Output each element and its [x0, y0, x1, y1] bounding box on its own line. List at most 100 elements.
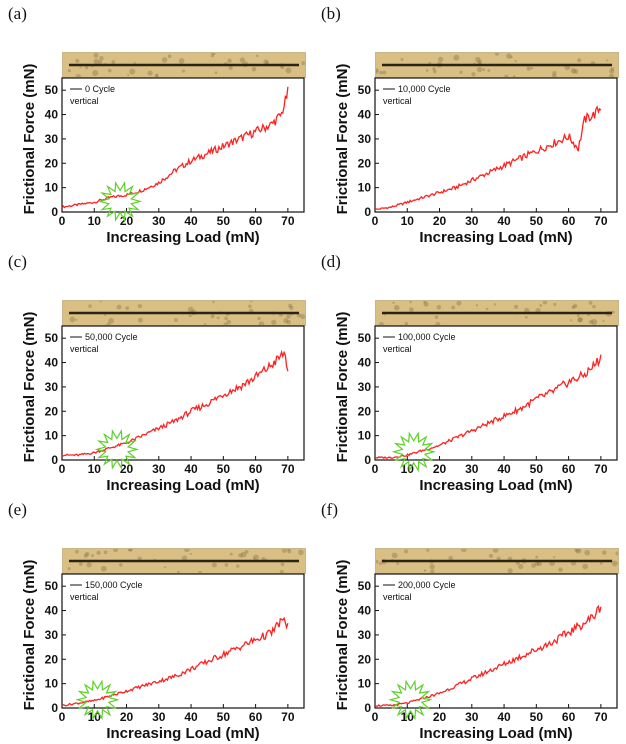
chart-panel: (e) 0 10 20 30 40 50 60 70 0 10 20 30 40 50 Increasing …: [0, 496, 313, 744]
scratch-micrograph-image: [375, 548, 619, 574]
y-tick-label: 0: [364, 701, 371, 715]
y-tick-label: 30: [358, 380, 372, 394]
panel-label: (b): [321, 4, 341, 23]
x-tick-label: 20: [433, 710, 447, 724]
x-axis-label: Increasing Load (mN): [419, 229, 572, 246]
legend-entry: vertical: [383, 96, 412, 106]
x-tick-label: 0: [372, 214, 379, 228]
legend-entry: vertical: [383, 592, 412, 602]
y-axis-label: Frictional Force (mN): [334, 560, 351, 711]
panel-label: (e): [8, 500, 27, 519]
series-line: [374, 604, 602, 707]
x-tick-label: 30: [465, 214, 479, 228]
y-tick-label: 50: [45, 83, 59, 97]
y-tick-label: 20: [45, 404, 59, 418]
x-tick-label: 60: [249, 462, 263, 476]
x-tick-label: 60: [249, 710, 263, 724]
onset-highlight-marker: [94, 428, 140, 470]
plot-frame: [374, 325, 618, 461]
plot-frame: [374, 573, 618, 709]
x-tick-label: 10: [88, 214, 102, 228]
y-tick-label: 40: [45, 604, 59, 618]
legend-entry: 200,000 Cycle: [398, 580, 456, 590]
x-tick-label: 0: [59, 462, 66, 476]
x-tick-label: 50: [217, 462, 231, 476]
series-line: [61, 86, 289, 209]
panel-label: (f): [321, 500, 338, 519]
x-tick-label: 40: [497, 214, 511, 228]
y-tick-label: 10: [45, 181, 59, 195]
legend-entry: 150,000 Cycle: [85, 580, 143, 590]
y-tick-label: 40: [358, 604, 372, 618]
x-tick-label: 30: [465, 462, 479, 476]
y-axis-label: Frictional Force (mN): [21, 64, 38, 215]
x-axis-label: Increasing Load (mN): [419, 477, 572, 494]
x-tick-label: 40: [184, 214, 198, 228]
x-axis-label: Increasing Load (mN): [106, 477, 259, 494]
plot-frame: [61, 573, 305, 709]
x-tick-label: 50: [530, 710, 544, 724]
chart-panel: (d) 0 10 20 30 40 50 60 70 0 10 20 30 40 50 Increasing …: [313, 248, 626, 496]
x-tick-label: 40: [497, 710, 511, 724]
x-tick-label: 70: [594, 710, 608, 724]
legend-entry: 100,000 Cycle: [398, 332, 456, 342]
panel-label: (c): [8, 252, 27, 271]
y-tick-label: 20: [45, 156, 59, 170]
chart-panel: (b) 0 10 20 30 40 50 60 70 0 10 20 30 40 50 Increasing …: [313, 0, 626, 248]
onset-highlight-marker: [388, 679, 433, 721]
y-tick-label: 0: [51, 453, 58, 467]
x-tick-label: 70: [594, 214, 608, 228]
y-tick-label: 20: [45, 652, 59, 666]
y-axis-label: Frictional Force (mN): [21, 312, 38, 463]
x-tick-label: 50: [530, 214, 544, 228]
legend-entry: 0 Cycle: [85, 84, 115, 94]
legend-entry: 10,000 Cycle: [398, 84, 451, 94]
y-tick-label: 50: [45, 579, 59, 593]
y-tick-label: 50: [358, 83, 372, 97]
x-tick-label: 70: [281, 710, 295, 724]
series-line: [374, 354, 602, 460]
x-tick-label: 70: [281, 462, 295, 476]
y-tick-label: 50: [358, 579, 372, 593]
onset-highlight-marker: [97, 180, 143, 222]
y-tick-label: 30: [45, 380, 59, 394]
x-tick-label: 30: [465, 710, 479, 724]
x-tick-label: 60: [562, 214, 576, 228]
scratch-micrograph-image: [62, 300, 306, 326]
y-tick-label: 0: [51, 701, 58, 715]
y-tick-label: 30: [45, 132, 59, 146]
y-tick-label: 10: [358, 181, 372, 195]
x-tick-label: 20: [120, 710, 134, 724]
y-tick-label: 30: [358, 628, 372, 642]
y-axis-label: Frictional Force (mN): [334, 64, 351, 215]
x-tick-label: 0: [59, 214, 66, 228]
x-tick-label: 0: [372, 710, 379, 724]
x-tick-label: 50: [217, 710, 231, 724]
x-tick-label: 30: [152, 462, 166, 476]
x-tick-label: 10: [401, 214, 415, 228]
x-tick-label: 0: [372, 462, 379, 476]
chart-panel: (a) 0 10 20 30 40 50 60 70 0 10 20 30 40 50 Increasing …: [0, 0, 313, 248]
y-axis-label: Frictional Force (mN): [21, 560, 38, 711]
y-tick-label: 40: [358, 108, 372, 122]
x-tick-label: 30: [152, 214, 166, 228]
x-tick-label: 40: [184, 710, 198, 724]
y-tick-label: 0: [364, 205, 371, 219]
x-tick-label: 20: [120, 462, 134, 476]
x-tick-label: 50: [217, 214, 231, 228]
y-tick-label: 30: [358, 132, 372, 146]
y-tick-label: 10: [45, 429, 59, 443]
x-tick-label: 60: [562, 710, 576, 724]
legend-entry: vertical: [70, 344, 99, 354]
plot-frame: [61, 77, 305, 213]
x-tick-label: 60: [249, 214, 263, 228]
y-tick-label: 40: [358, 356, 372, 370]
chart-panel: (f) 0 10 20 30 40 50 60 70 0 10 20 30 40 50 Increasing …: [313, 496, 626, 744]
plot-frame: [374, 77, 618, 213]
onset-highlight-marker: [391, 431, 436, 473]
onset-highlight-marker: [75, 679, 120, 721]
